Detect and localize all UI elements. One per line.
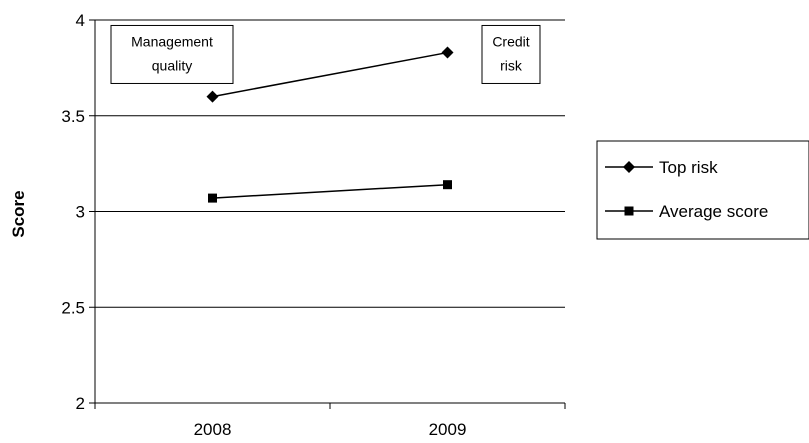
series-line [212,183,448,199]
y-tick-label: 2 [76,394,85,413]
series-0 [206,46,454,103]
annotation-text: risk [500,57,523,73]
annotations: Management quality Credit risk [110,24,541,84]
axes [89,19,566,409]
legend: Top risk Average score [596,140,809,240]
legend-item: Top risk [605,158,718,177]
y-axis-title: Score [9,190,28,237]
y-tick-label: 3.5 [61,107,85,126]
annotation-text: Management [131,33,213,49]
series-line [212,51,448,98]
x-tick-labels: 2008 2009 [194,420,467,439]
legend-label: Top risk [659,158,718,177]
data-point [208,193,217,203]
legend-label: Average score [659,202,768,221]
data-point [206,90,219,103]
series-1 [208,180,452,203]
y-tick-labels: 2 2.5 3 3.5 4 [61,11,85,413]
annotation-border [481,24,541,84]
data-point [441,46,454,59]
y-tick-label: 2.5 [61,298,85,317]
annotation-border [110,24,234,84]
data-point [443,180,452,190]
legend-box [596,140,809,240]
gridlines [95,19,565,308]
annotation-text: quality [152,57,192,73]
legend-marker [623,161,635,173]
annotation-box: Credit risk [481,24,541,84]
x-tick-label: 2008 [194,420,232,439]
x-tick-label: 2009 [429,420,467,439]
y-tick-label: 3 [76,203,85,222]
annotation-box: Management quality [110,24,234,84]
y-tick-label: 4 [76,11,85,30]
annotation-text: Credit [492,33,529,49]
series-group [206,46,454,203]
legend-item: Average score [605,202,768,221]
legend-marker [624,206,634,216]
